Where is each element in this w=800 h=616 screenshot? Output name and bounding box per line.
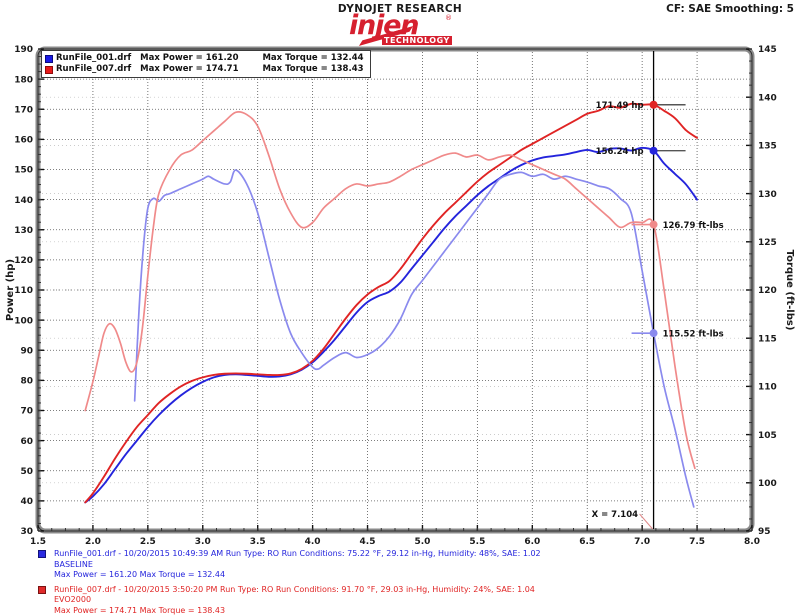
series-line — [84, 146, 699, 504]
run-marker-modified-icon — [38, 585, 46, 594]
annotation-label: 126.79 ft-lbs — [663, 221, 724, 231]
xtick-label: 3.0 — [195, 537, 211, 547]
run-detail-maxima: Max Power = 174.71 Max Torque = 138.43 — [54, 605, 226, 615]
page-title: DYNOJET RESEARCH — [337, 3, 463, 15]
annotations: 171.49 hp 156.24 hp 126.79 ft-lbs 115.52 ft… — [596, 100, 724, 340]
run-detail-conditions: RunFile_007.drf - 10/20/2015 3:50:20 PM … — [54, 584, 535, 594]
ytick-label-torque: 95 — [758, 527, 771, 537]
legend-power-baseline: Max Power = 161.20 — [140, 53, 239, 63]
xtick-label: 7.5 — [689, 537, 705, 547]
ytick-label-torque: 105 — [758, 431, 777, 441]
annotation-label: 115.52 ft-lbs — [663, 330, 724, 340]
ytick-label-power: 150 — [14, 166, 33, 176]
ytick-label-torque: 110 — [758, 383, 777, 393]
annotation-marker-icon[interactable] — [649, 146, 658, 155]
yaxis-title-torque: Torque (ft-lbs) — [784, 250, 795, 331]
ytick-label-torque: 100 — [758, 479, 777, 489]
ytick-label-torque: 130 — [758, 190, 777, 200]
xtick-label: 4.0 — [305, 537, 321, 547]
xtick-label: 1.5 — [30, 537, 46, 547]
annotation-marker-icon[interactable] — [649, 220, 658, 229]
cursor-leader-line — [639, 513, 653, 530]
injen-tagline: TECHNOLOGY — [382, 36, 452, 45]
ytick-label-power: 190 — [14, 45, 33, 55]
xtick-label: 7.0 — [634, 537, 650, 547]
xtick-label: 5.5 — [469, 537, 485, 547]
ytick-label-power: 80 — [20, 377, 33, 387]
ytick-label-power: 100 — [14, 316, 33, 326]
legend-power-modified: Max Power = 174.71 — [140, 64, 239, 74]
run-details-legend: RunFile_001.drf - 10/20/2015 10:49:39 AM… — [36, 549, 796, 616]
xtick-label: 3.5 — [250, 537, 266, 547]
xtick-label: 2.5 — [140, 537, 156, 547]
header: DYNOJET RESEARCH injen ® TECHNOLOGY CF: … — [0, 0, 800, 46]
cf-smoothing-label: CF: SAE Smoothing: 5 — [666, 3, 794, 15]
registered-trademark-icon: ® — [445, 14, 452, 22]
ytick-label-power: 110 — [14, 286, 33, 296]
ytick-label-power: 120 — [14, 256, 33, 266]
dyno-chart[interactable]: 30 40 50 60 70 80 90 100 110 120 130 140 150 160 170 18… — [0, 0, 800, 548]
ytick-label-power: 160 — [14, 136, 33, 146]
run-marker-baseline-icon — [38, 550, 46, 558]
ytick-label-power: 30 — [20, 527, 33, 537]
legend-torque-baseline: Max Torque = 132.44 — [262, 53, 364, 63]
series-line — [84, 102, 699, 504]
legend-row: RunFile_007.drf Max Power = 174.71 Max T… — [45, 64, 364, 75]
ytick-label-power: 170 — [14, 105, 33, 115]
chart-legend-box: RunFile_001.drf Max Power = 161.20 Max T… — [41, 50, 371, 78]
run-detail-conditions: RunFile_001.drf - 10/20/2015 10:49:39 AM… — [54, 549, 541, 558]
axes: 30 40 50 60 70 80 90 100 110 120 130 140 150 160 170 18… — [5, 45, 795, 547]
ytick-label-power: 70 — [20, 407, 33, 417]
run-detail-maxima: Max Power = 161.20 Max Torque = 132.44 — [54, 570, 226, 579]
legend-torque-modified: Max Torque = 138.43 — [262, 64, 364, 74]
annotation-marker-icon[interactable] — [649, 329, 658, 338]
ytick-label-power: 130 — [14, 226, 33, 236]
ytick-label-torque: 125 — [758, 238, 777, 248]
injen-logo: injen ® TECHNOLOGY — [347, 12, 457, 46]
xtick-label: 2.0 — [85, 537, 101, 547]
series-line — [133, 169, 695, 508]
annotation-label: 171.49 hp — [596, 101, 644, 111]
ytick-label-torque: 135 — [758, 142, 777, 152]
ytick-label-torque: 140 — [758, 93, 777, 103]
run-detail-name: EVO2000 — [54, 595, 92, 604]
data-series — [84, 102, 699, 508]
xtick-label: 6.5 — [579, 537, 595, 547]
ytick-label-power: 140 — [14, 196, 33, 206]
ytick-label-power: 180 — [14, 75, 33, 85]
xtick-label: 5.0 — [414, 537, 430, 547]
annotation-label: 156.24 hp — [596, 147, 644, 157]
cursor-line[interactable]: X = 7.104 — [592, 51, 655, 530]
legend-file-modified: RunFile_007.drf — [56, 64, 132, 74]
xtick-label: 6.0 — [524, 537, 540, 547]
cursor-x-label: X = 7.104 — [592, 510, 639, 520]
run-detail-name: BASELINE — [54, 559, 93, 569]
grid-lines — [38, 49, 752, 531]
yaxis-title-power: Power (hp) — [5, 259, 16, 321]
ytick-label-power: 60 — [20, 437, 33, 447]
ytick-label-torque: 120 — [758, 286, 777, 296]
series-line — [84, 111, 696, 470]
legend-swatch-baseline-icon — [45, 54, 53, 63]
legend-row: RunFile_001.drf Max Power = 161.20 Max T… — [45, 53, 364, 64]
annotation-marker-icon[interactable] — [649, 100, 658, 109]
legend-swatch-modified-icon — [45, 65, 53, 74]
xtick-label: 4.5 — [360, 537, 376, 547]
ytick-label-torque: 115 — [758, 334, 777, 344]
ytick-label-torque: 145 — [758, 45, 777, 55]
run-detail-entry: RunFile_007.drf - 10/20/2015 3:50:20 PM … — [36, 585, 796, 616]
legend-file-baseline: RunFile_001.drf — [56, 53, 132, 63]
run-detail-entry: RunFile_001.drf - 10/20/2015 10:49:39 AM… — [36, 549, 796, 581]
ytick-label-power: 90 — [20, 346, 33, 356]
ytick-label-power: 50 — [20, 467, 33, 477]
ytick-label-power: 40 — [20, 497, 33, 507]
xtick-label: 8.0 — [744, 537, 760, 547]
